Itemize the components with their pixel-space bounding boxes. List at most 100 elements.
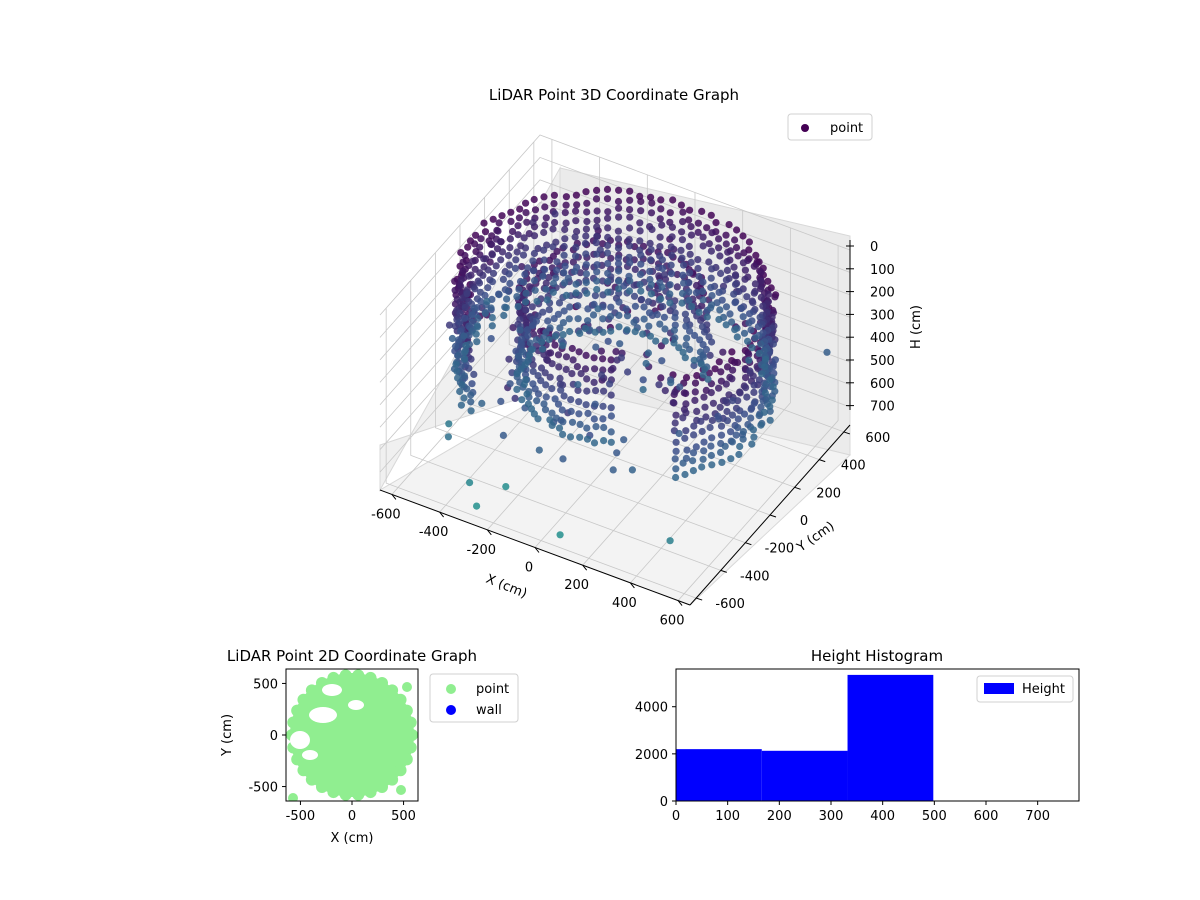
point-marker <box>556 531 564 539</box>
point-marker <box>671 419 679 427</box>
point-marker <box>626 213 634 221</box>
point-marker <box>736 389 744 397</box>
point-marker <box>640 315 648 323</box>
point-marker <box>656 215 664 223</box>
point-marker <box>607 404 615 412</box>
point-marker <box>696 336 704 344</box>
point-marker <box>535 446 543 454</box>
point-marker <box>467 407 475 415</box>
point-marker <box>488 322 496 330</box>
point-marker <box>713 299 721 307</box>
point-marker <box>576 329 584 337</box>
point-marker <box>543 296 551 304</box>
point-marker <box>572 207 580 215</box>
point-marker <box>668 233 676 241</box>
point-marker <box>769 383 777 391</box>
point-marker <box>714 412 722 420</box>
point-marker <box>660 271 669 279</box>
point-marker <box>562 365 570 374</box>
point-marker <box>685 296 693 305</box>
point-marker <box>518 348 527 356</box>
point-marker <box>582 188 590 196</box>
point-marker <box>553 258 561 266</box>
point-marker <box>677 246 685 254</box>
point-marker <box>715 244 723 252</box>
point-marker <box>711 365 719 373</box>
point-marker <box>456 318 464 326</box>
point-marker <box>522 298 530 306</box>
point-marker <box>681 354 689 362</box>
point-marker <box>646 332 655 340</box>
point-marker <box>694 219 703 227</box>
z-tick-label: 700 <box>870 400 895 415</box>
point-marker <box>678 228 686 236</box>
point-marker <box>502 304 510 312</box>
point-marker <box>676 383 684 391</box>
point-marker <box>757 421 765 429</box>
point-marker <box>691 331 699 340</box>
point-marker <box>722 397 730 405</box>
point-marker <box>474 314 482 322</box>
point-marker <box>559 319 568 327</box>
point-marker <box>646 267 654 275</box>
point-marker <box>647 246 655 254</box>
point-marker <box>690 422 698 430</box>
point-marker <box>672 465 680 473</box>
point-marker <box>593 277 601 285</box>
point-marker <box>568 370 576 378</box>
x-tick-label: 0 <box>525 561 533 576</box>
point-marker <box>545 335 553 344</box>
point-marker <box>573 227 581 236</box>
point-marker <box>728 411 737 419</box>
point-marker <box>769 340 778 348</box>
point-marker <box>568 418 577 426</box>
point-marker <box>470 304 479 312</box>
point-marker <box>527 346 535 354</box>
point-marker <box>448 334 456 343</box>
point-marker <box>640 303 648 311</box>
point-marker <box>683 446 691 454</box>
point-marker <box>582 225 591 233</box>
point-marker <box>498 212 506 220</box>
point-marker <box>659 302 667 311</box>
legend-point-marker <box>801 124 809 132</box>
point-marker <box>707 247 716 255</box>
point-marker <box>524 264 532 272</box>
point-marker <box>724 248 732 256</box>
point-marker <box>508 227 517 236</box>
point-marker <box>708 461 716 469</box>
point-marker <box>668 251 676 259</box>
point-marker <box>462 341 470 350</box>
point-marker <box>582 351 590 359</box>
point-marker <box>612 348 620 356</box>
point-marker <box>584 409 592 417</box>
point-marker <box>566 433 575 441</box>
plot2d-ticks: -500 0 500 -500 0 500 <box>248 677 415 824</box>
point-marker <box>695 308 703 316</box>
plot2d-title: LiDAR Point 2D Coordinate Graph <box>227 647 477 665</box>
point-marker <box>523 218 531 226</box>
point-marker <box>699 371 707 379</box>
point-marker <box>642 359 650 368</box>
point-marker <box>582 270 591 278</box>
point-marker <box>562 291 571 299</box>
histogram-bars <box>676 674 934 801</box>
point-marker <box>717 269 725 278</box>
plot2d-y-tick: 500 <box>253 677 278 692</box>
point-marker <box>561 262 569 270</box>
point-marker <box>592 239 600 247</box>
point-marker <box>551 341 559 349</box>
point-marker <box>503 295 511 303</box>
plot2d-xlabel: X (cm) <box>331 831 374 846</box>
point-marker <box>500 311 508 320</box>
point-marker <box>515 285 523 293</box>
point-marker <box>646 239 654 247</box>
point-marker <box>647 209 656 217</box>
point-marker <box>615 285 623 293</box>
y-tick-label: 400 <box>841 459 866 474</box>
point-marker <box>542 393 550 401</box>
point-marker <box>540 400 548 408</box>
point-marker <box>673 283 681 291</box>
point-marker <box>514 303 522 311</box>
point-marker <box>488 314 496 322</box>
